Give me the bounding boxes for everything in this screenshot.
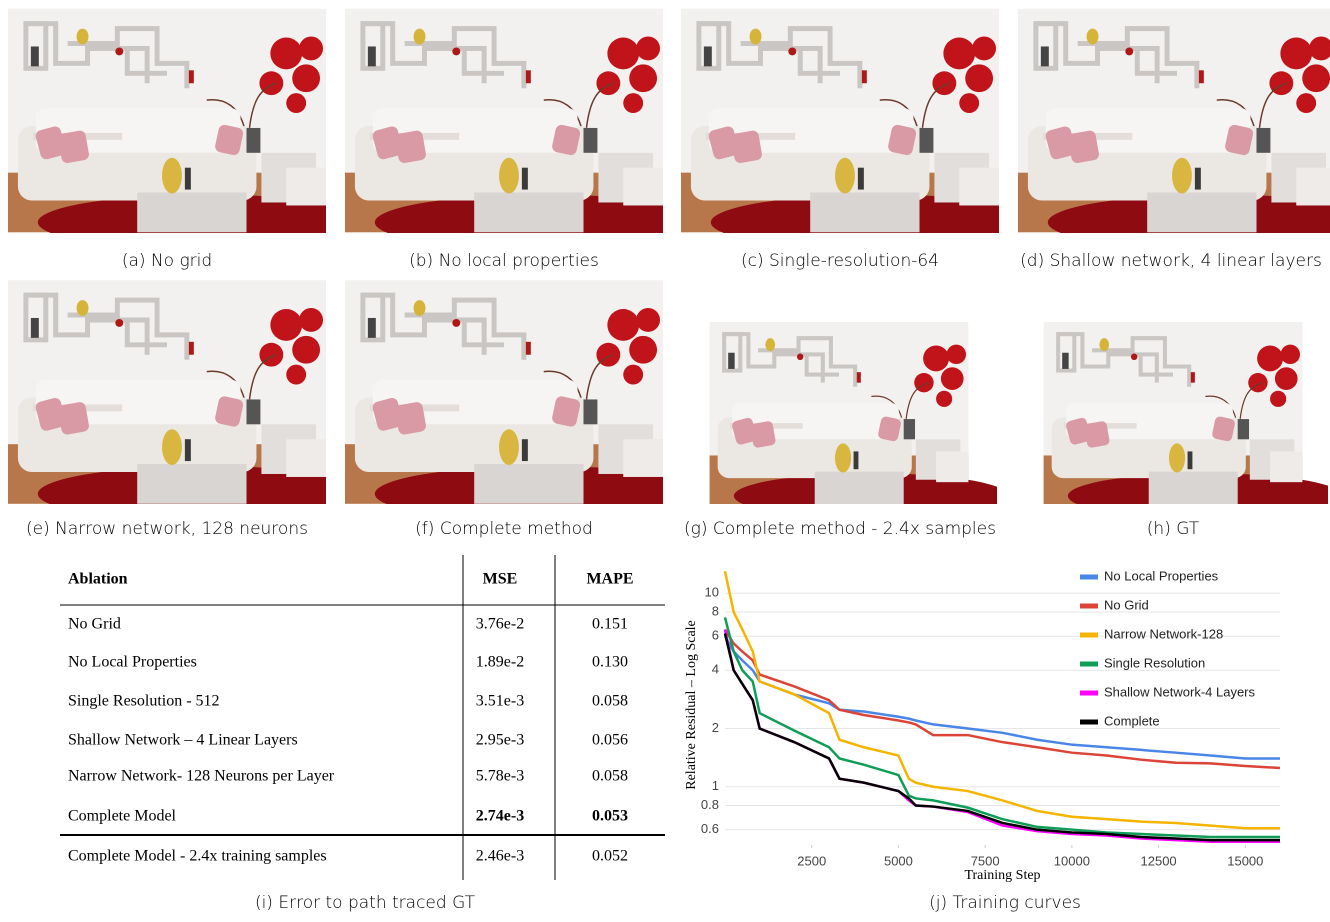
x-axis-label: Training Step (964, 868, 1040, 883)
chart: 0.6 0.8 1 2 4 6 8 10 2500 5000 7500 10000 12500 15000… (670, 555, 1330, 885)
caption: (a) No grid (8, 251, 326, 271)
render-image (345, 8, 663, 233)
results-table: Ablation MSE MAPE No Grid 3.76e-2 0.151 No Loc… (60, 555, 670, 885)
caption: (f) Complete method (345, 519, 663, 539)
header-cell: MSE (483, 571, 518, 588)
header-cell: MAPE (586, 571, 633, 588)
legend-label: Shallow Network-4 Layers (1104, 684, 1256, 699)
legend-label: Complete (1104, 713, 1160, 728)
render-image (345, 280, 663, 504)
table-cell: 3.51e-3 (476, 693, 524, 710)
caption: (d) Shallow network, 4 linear layers (1012, 251, 1330, 271)
y-tick-label: 8 (712, 603, 719, 618)
y-tick-label: 10 (705, 585, 719, 600)
series-line (725, 617, 1280, 837)
render-image (681, 322, 997, 504)
x-tick-label: 12500 (1141, 853, 1177, 868)
table-cell: Complete Model - 2.4x training samples (68, 848, 327, 865)
y-tick-label: 1 (712, 778, 719, 793)
y-tick-label: 0.6 (701, 821, 719, 836)
caption: (j) Training curves (680, 893, 1330, 913)
page: (a) No grid (b) No local properties (c) … (0, 0, 1330, 922)
y-axis-label: Relative Residual – Log Scale (684, 620, 699, 790)
render-image (8, 8, 326, 233)
table-cell: No Grid (68, 616, 121, 633)
table-cell: 0.056 (592, 732, 628, 749)
x-tick-label: 7500 (971, 853, 1000, 868)
render-image (1018, 322, 1328, 504)
caption: (i) Error to path traced GT (60, 893, 670, 913)
table-cell: Complete Model (68, 808, 177, 825)
y-tick-label: 0.8 (701, 797, 719, 812)
table-cell: 2.46e-3 (476, 848, 524, 865)
x-tick-label: 10000 (1054, 853, 1090, 868)
caption: (e) Narrow network, 128 neurons (8, 519, 326, 539)
legend-label: Single Resolution (1104, 655, 1205, 670)
y-tick-label: 6 (712, 628, 719, 643)
table-cell: No Local Properties (68, 654, 197, 671)
table-cell: Narrow Network- 128 Neurons per Layer (68, 768, 335, 785)
y-tick-label: 2 (712, 720, 719, 735)
render-image (681, 8, 999, 233)
table-cell: 0.058 (592, 768, 628, 785)
table-cell: 0.052 (592, 848, 628, 865)
y-tick-label: 4 (712, 662, 719, 677)
table-cell: 0.130 (592, 654, 628, 671)
series-line (725, 571, 1280, 828)
x-tick-label: 5000 (884, 853, 913, 868)
legend-label: No Grid (1104, 597, 1149, 612)
x-tick-label: 15000 (1227, 853, 1263, 868)
table-cell: Single Resolution - 512 (68, 693, 220, 710)
table-cell: 2.74e-3 (476, 808, 524, 825)
table-cell: 3.76e-2 (476, 616, 524, 633)
legend-label: No Local Properties (1104, 568, 1219, 583)
render-image (1018, 8, 1330, 233)
caption: (b) No local properties (345, 251, 663, 271)
table-cell: Shallow Network – 4 Linear Layers (68, 732, 298, 749)
caption: (c) Single-resolution-64 (681, 251, 999, 271)
table-cell: 1.89e-2 (476, 654, 524, 671)
table-cell: 0.053 (592, 808, 628, 825)
table-cell: 5.78e-3 (476, 768, 524, 785)
table-cell: 2.95e-3 (476, 732, 524, 749)
x-tick-label: 2500 (797, 853, 826, 868)
caption: (h) GT (1018, 519, 1328, 539)
caption: (g) Complete method - 2.4x samples (681, 519, 999, 539)
table-cell: 0.151 (592, 616, 628, 633)
render-image (8, 280, 326, 504)
header-cell: Ablation (68, 571, 128, 588)
table-cell: 0.058 (592, 693, 628, 710)
legend-label: Narrow Network-128 (1104, 626, 1223, 641)
